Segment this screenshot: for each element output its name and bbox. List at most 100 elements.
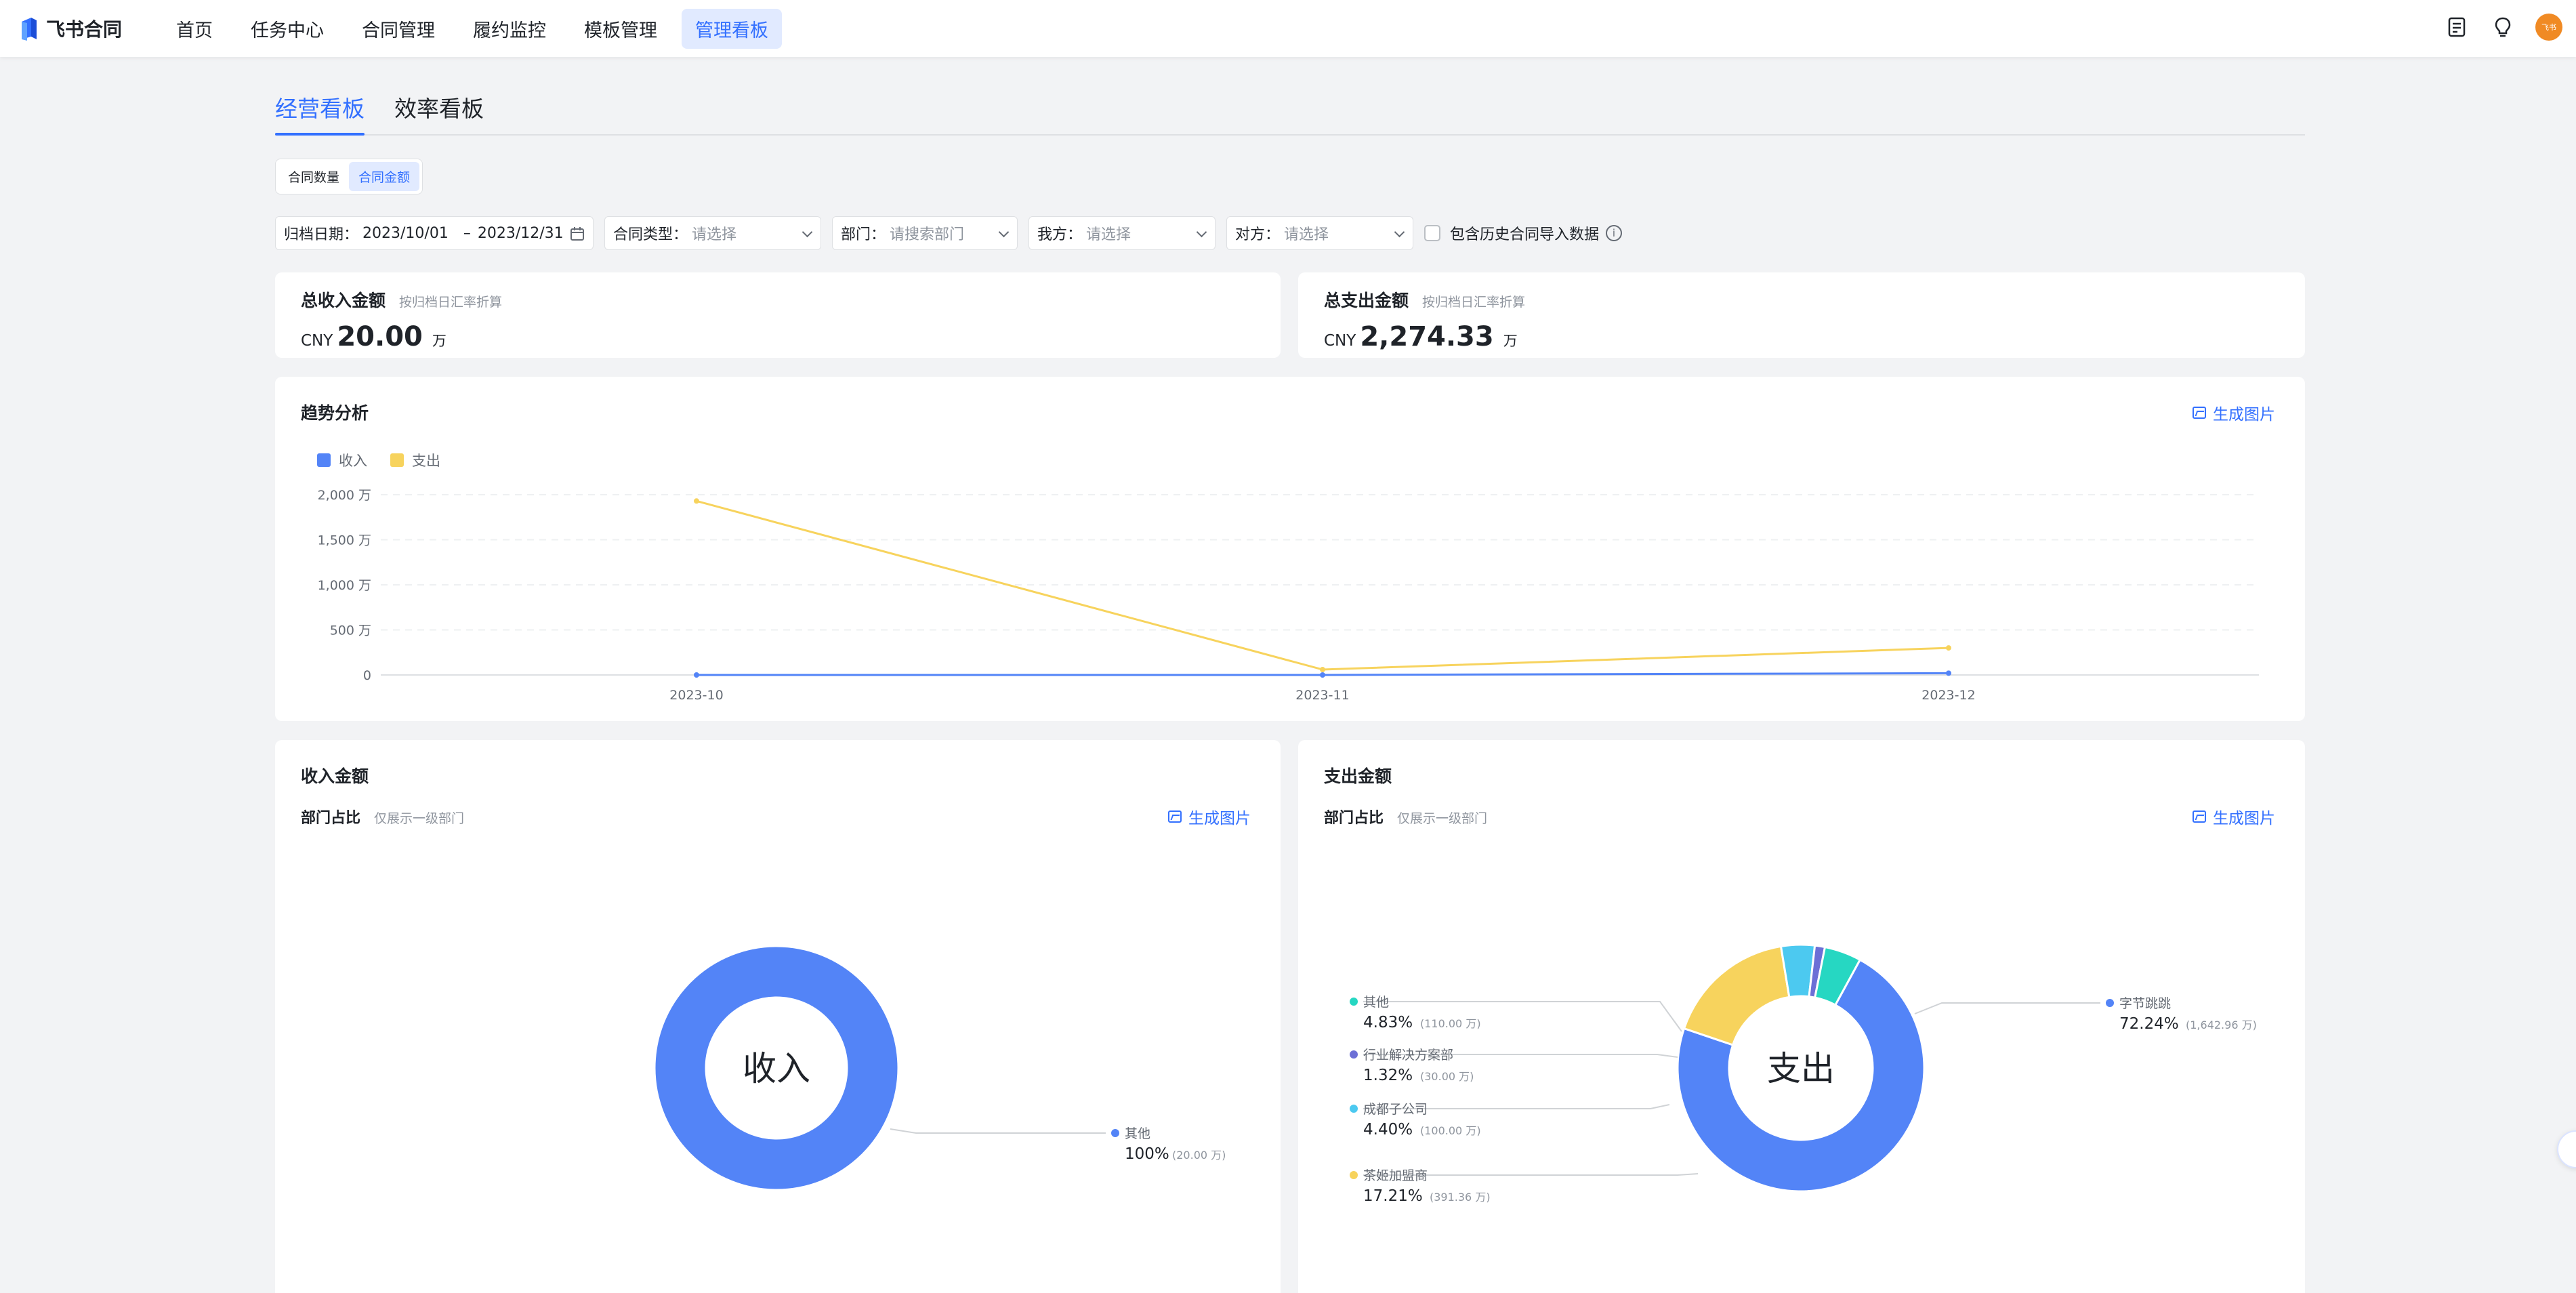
legend-label-expense: 支出: [412, 453, 440, 469]
legend-swatch-income: [317, 453, 331, 467]
trend-generate-image-button[interactable]: 生成图片: [2193, 401, 2275, 424]
slice-amount-label: (100.00 万): [1420, 1124, 1481, 1137]
user-avatar[interactable]: 飞书: [2535, 14, 2562, 41]
slice-leader-line: [1363, 1173, 1699, 1176]
include-history-label: 包含历史合同导入数据: [1450, 226, 1600, 243]
toggle-contract-amount[interactable]: 合同金额: [349, 162, 420, 191]
slice-amount-label: (110.00 万): [1420, 1017, 1481, 1030]
nav-performance-monitoring[interactable]: 履约监控: [473, 20, 547, 41]
nav-home[interactable]: 首页: [176, 20, 213, 41]
pie-slice: [653, 945, 900, 1191]
expense-kpi-value-line: CNY 2,274.33 万: [1324, 321, 2279, 352]
expense-generate-image-button[interactable]: 生成图片: [2193, 805, 2275, 828]
income-kpi-value-line: CNY 20.00 万: [301, 321, 1255, 352]
data-point-expense: [1946, 645, 1951, 651]
contract-type-label: 合同类型：: [613, 226, 688, 243]
nav-contract-management[interactable]: 合同管理: [362, 20, 436, 41]
generate-image-label: 生成图片: [2213, 810, 2275, 827]
trend-title: 趋势分析: [301, 403, 369, 423]
image-icon: [2193, 810, 2206, 823]
date-end-input[interactable]: 2023/12/31: [477, 224, 564, 242]
tab-business-dashboard[interactable]: 经营看板: [275, 91, 365, 136]
expense-amount-card: 支出金额 部门占比 仅展示一级部门 生成图片 支出 字节跳跳 72.24% (1,64…: [1298, 740, 2305, 1293]
slice-percent-label: 4.83%: [1363, 1014, 1413, 1031]
slice-leader-line: [1363, 1001, 1682, 1032]
tab-efficiency-dashboard[interactable]: 效率看板: [394, 96, 484, 122]
document-icon[interactable]: [2443, 14, 2470, 41]
contract-type-placeholder: 请选择: [692, 226, 737, 243]
nav-management-dashboard[interactable]: 管理看板: [682, 8, 783, 49]
expense-kpi-card: 总支出金额 按归档日汇率折算 CNY 2,274.33 万: [1298, 272, 2305, 358]
slice-percent-label: 1.32%: [1363, 1067, 1413, 1084]
pie-slice: [1813, 945, 1862, 1007]
slice-percent-label: 17.21%: [1363, 1187, 1423, 1205]
legend-dot: [1111, 1129, 1119, 1137]
generate-image-label: 生成图片: [1188, 810, 1251, 827]
counterparty-select[interactable]: 对方： 请选择: [1226, 216, 1413, 250]
legend-item-income[interactable]: 收入: [317, 450, 367, 470]
income-generate-image-button[interactable]: 生成图片: [1168, 805, 1251, 828]
date-start-input[interactable]: 2023/10/01: [362, 224, 449, 242]
our-party-select[interactable]: 我方： 请选择: [1029, 216, 1216, 250]
app-logo[interactable]: 飞书合同: [19, 15, 122, 42]
image-icon: [1168, 810, 1182, 823]
y-tick-label: 1,000 万: [318, 578, 371, 593]
slice-percent-label: 100%: [1125, 1145, 1169, 1163]
department-select[interactable]: 部门： 请搜索部门: [832, 216, 1018, 250]
include-history-checkbox[interactable]: [1424, 225, 1440, 241]
info-icon[interactable]: i: [1606, 225, 1623, 241]
calendar-icon[interactable]: [570, 226, 585, 241]
legend-swatch-expense: [390, 453, 404, 467]
department-label: 部门：: [841, 226, 886, 243]
y-tick-label: 0: [363, 668, 371, 683]
expense-kpi-value: 2,274.33: [1360, 321, 1494, 352]
slice-name-label: 行业解决方案部: [1363, 1048, 1453, 1063]
income-panel-note: 仅展示一级部门: [374, 811, 465, 826]
expense-panel-note: 仅展示一级部门: [1397, 811, 1488, 826]
slice-name-label: 成都子公司: [1363, 1102, 1428, 1117]
generate-image-label: 生成图片: [2213, 406, 2275, 424]
income-panel-subtitle: 部门占比: [301, 810, 361, 827]
contract-type-select[interactable]: 合同类型： 请选择: [604, 216, 821, 250]
slice-percent-label: 4.40%: [1363, 1121, 1413, 1138]
data-point-income: [1320, 672, 1325, 678]
lightbulb-icon[interactable]: [2489, 14, 2516, 41]
expense-kpi-title-text: 总支出金额: [1324, 291, 1409, 310]
expense-panel-subhead: 部门占比 仅展示一级部门: [1324, 806, 1487, 827]
income-kpi-card: 总收入金额 按归档日汇率折算 CNY 20.00 万: [275, 272, 1281, 358]
legend-label-income: 收入: [339, 453, 367, 469]
income-kpi-title: 总收入金额 按归档日汇率折算: [301, 287, 1255, 312]
our-party-label: 我方：: [1037, 226, 1083, 243]
slice-name-label: 其他: [1125, 1126, 1150, 1141]
pie-slice: [1682, 945, 1791, 1046]
income-kpi-unit: 万: [432, 333, 446, 349]
data-point-expense: [694, 498, 699, 504]
legend-dot: [1350, 1105, 1358, 1113]
income-kpi-title-text: 总收入金额: [301, 291, 386, 310]
data-point-expense: [1320, 667, 1325, 673]
feedback-float-button[interactable]: [2557, 1130, 2576, 1168]
trend-line-chart: 0 500 万 1,000 万 1,500 万 2,000 万 2023-10 2023-1…: [318, 488, 2259, 703]
nav-task-center[interactable]: 任务中心: [251, 20, 325, 41]
x-tick-label: 2023-10: [669, 688, 723, 703]
income-panel-title: 收入金额: [301, 766, 369, 786]
legend-item-expense[interactable]: 支出: [390, 450, 440, 470]
counterparty-label: 对方：: [1235, 226, 1281, 243]
chevron-down-icon: [1394, 226, 1405, 238]
slice-leader-line: [890, 1128, 1106, 1134]
y-tick-label: 2,000 万: [318, 488, 371, 503]
toggle-contract-count[interactable]: 合同数量: [288, 170, 340, 185]
date-separator: –: [463, 224, 471, 242]
legend-dot: [1350, 1171, 1358, 1179]
chevron-down-icon: [1196, 226, 1207, 238]
nav-template-management[interactable]: 模板管理: [584, 20, 658, 41]
archive-date-range[interactable]: 归档日期： 2023/10/01 – 2023/12/31: [275, 216, 594, 250]
image-icon: [2193, 407, 2206, 419]
data-point-income: [1946, 670, 1951, 676]
income-panel-subhead: 部门占比 仅展示一级部门: [301, 806, 464, 827]
x-tick-label: 2023-11: [1295, 688, 1349, 703]
main-nav: 首页 任务中心 合同管理 履约监控 模板管理 管理看板: [163, 8, 793, 49]
expense-kpi-currency: CNY: [1324, 332, 1356, 350]
expense-kpi-note: 按归档日汇率折算: [1422, 295, 1526, 310]
